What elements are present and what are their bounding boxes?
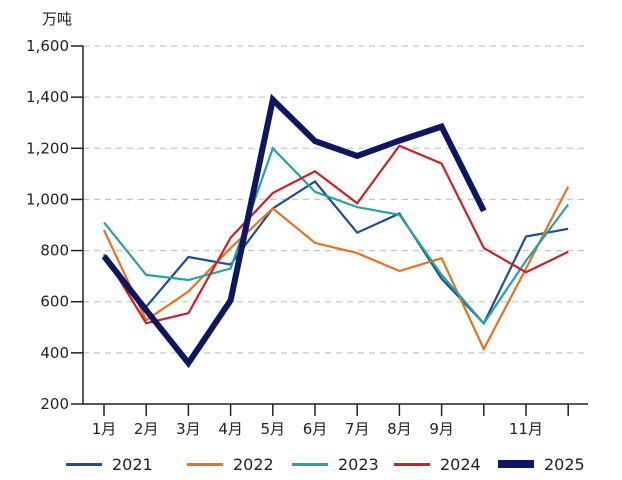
series-line-2024 — [103, 144, 569, 325]
legend-swatch — [187, 462, 223, 466]
y-tick-label: 600 — [40, 293, 69, 311]
series-line-2023 — [103, 146, 570, 326]
y-axis-ticks: 200 400 600 800 1,000 1,200 1,400 1,600 — [26, 37, 83, 413]
x-tick-label: 6月 — [303, 420, 328, 438]
series-lines — [101, 93, 570, 369]
legend-swatch — [292, 462, 328, 466]
y-tick-label: 1,200 — [26, 139, 69, 157]
y-unit-label: 万吨 — [42, 10, 72, 28]
legend-swatch — [394, 462, 430, 466]
x-tick-label: 4月 — [218, 420, 243, 438]
legend-label: 2023 — [338, 454, 379, 474]
x-tick-label: 9月 — [429, 420, 454, 438]
x-tick-label: 5月 — [261, 420, 286, 438]
legend-item-2022: 2022 — [187, 450, 274, 478]
x-tick-label: 11月 — [509, 420, 543, 438]
series-line-2021 — [103, 180, 569, 326]
legend-label: 2024 — [440, 454, 481, 474]
y-tick-label: 1,400 — [26, 88, 69, 106]
legend-swatch — [498, 460, 534, 468]
x-axis-ticks: 1月 2月 3月 4月 5月 6月 7月 8月 9月 11月 — [92, 404, 569, 438]
legend-label: 2022 — [233, 454, 274, 474]
y-tick-label: 1,600 — [26, 37, 69, 55]
legend-label: 2021 — [112, 454, 153, 474]
series-line-2025 — [101, 93, 487, 369]
x-tick-label: 2月 — [134, 420, 159, 438]
series-line-2022 — [103, 186, 570, 352]
y-tick-label: 800 — [40, 242, 69, 260]
y-tick-label: 400 — [40, 344, 69, 362]
legend-item-2023: 2023 — [292, 450, 379, 478]
x-tick-label: 8月 — [387, 420, 412, 438]
axes — [82, 46, 588, 405]
y-tick-label: 1,000 — [26, 190, 69, 208]
gridlines — [83, 45, 588, 354]
legend-item-2024: 2024 — [394, 450, 481, 478]
x-tick-label: 7月 — [345, 420, 370, 438]
legend-item-2021: 2021 — [66, 450, 153, 478]
x-tick-label: 1月 — [92, 420, 117, 438]
legend: 2021 2022 2023 2024 2025 — [0, 450, 622, 478]
legend-label: 2025 — [544, 454, 585, 474]
legend-swatch — [66, 462, 102, 466]
x-tick-label: 3月 — [176, 420, 201, 438]
legend-item-2025: 2025 — [498, 450, 585, 478]
y-tick-label: 200 — [40, 395, 69, 413]
